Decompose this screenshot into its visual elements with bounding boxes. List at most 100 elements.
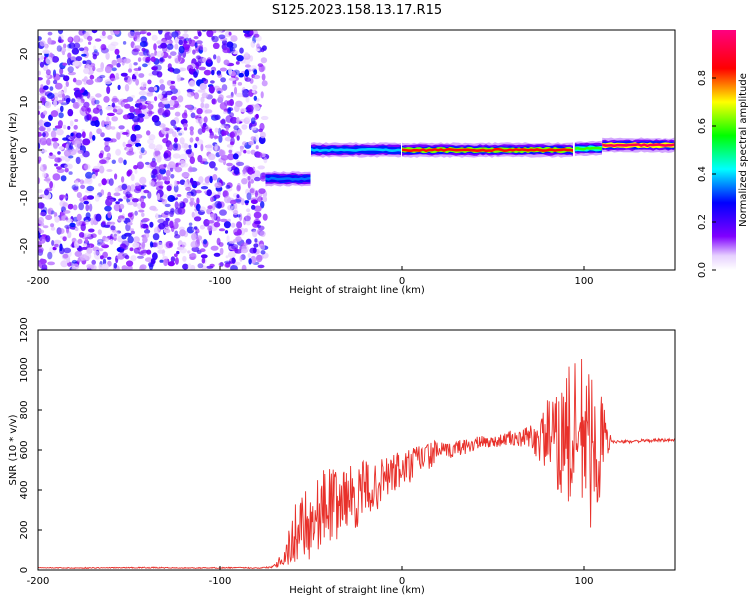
noise-blob <box>183 126 188 131</box>
noise-blob <box>209 128 213 134</box>
noise-blob <box>236 161 245 166</box>
noise-blob <box>159 181 164 186</box>
noise-blob <box>72 61 80 67</box>
noise-blob <box>116 108 124 114</box>
noise-blob <box>201 158 208 163</box>
noise-blob <box>207 205 213 210</box>
noise-blob <box>151 66 158 71</box>
y-tick-label: 400 <box>19 480 30 499</box>
noise-blob <box>193 181 201 186</box>
noise-blob <box>174 180 178 187</box>
noise-blob <box>122 131 129 135</box>
noise-blob <box>67 47 71 51</box>
colorbar-tick-label: 0.0 <box>697 262 708 278</box>
noise-blob <box>122 114 130 120</box>
noise-blob <box>248 141 254 146</box>
noise-blob <box>218 127 222 136</box>
noise-blob <box>83 163 91 170</box>
noise-blob <box>65 217 69 221</box>
noise-blob <box>219 247 224 255</box>
noise-blob <box>170 95 178 101</box>
noise-blob <box>101 120 106 128</box>
noise-blob <box>60 260 69 268</box>
noise-blob <box>211 98 217 105</box>
noise-blob <box>195 40 203 45</box>
noise-blob <box>197 128 203 135</box>
noise-blob <box>64 224 71 229</box>
noise-blob <box>262 196 268 203</box>
noise-blob <box>261 45 267 51</box>
noise-blob <box>257 196 263 203</box>
noise-blob <box>99 108 103 116</box>
noise-blob <box>253 243 259 248</box>
noise-blob <box>174 43 179 50</box>
noise-blob <box>168 161 176 169</box>
noise-blob <box>141 47 146 52</box>
noise-blob <box>124 232 132 237</box>
noise-blob <box>174 36 179 44</box>
snr-x-label: Height of straight line (km) <box>289 585 425 596</box>
noise-blob <box>236 214 241 218</box>
noise-blob <box>166 185 172 192</box>
noise-blob <box>257 63 264 67</box>
noise-blob <box>191 232 197 241</box>
noise-blob <box>195 203 201 212</box>
noise-blob <box>240 147 244 153</box>
noise-blob <box>241 244 249 253</box>
noise-blob <box>250 149 256 155</box>
noise-blob <box>133 165 138 170</box>
noise-blob <box>148 134 156 141</box>
noise-blob <box>147 103 154 110</box>
noise-blob <box>188 80 196 87</box>
noise-blob <box>193 36 199 40</box>
noise-blob <box>144 229 151 234</box>
noise-blob <box>148 180 155 187</box>
noise-blob <box>234 249 242 254</box>
figure-title: S125.2023.158.13.17.R15 <box>272 3 442 18</box>
noise-blob <box>118 198 123 202</box>
noise-blob <box>116 132 121 140</box>
noise-blob <box>246 150 251 155</box>
snr-frame <box>37 329 676 571</box>
noise-blob <box>194 143 198 149</box>
noise-blob <box>104 66 112 74</box>
noise-blob <box>84 114 90 122</box>
noise-blob <box>42 49 50 54</box>
noise-blob <box>88 228 95 233</box>
noise-blob <box>82 138 91 146</box>
noise-blob <box>249 247 256 254</box>
noise-blob <box>124 77 129 81</box>
noise-blob <box>189 253 196 257</box>
noise-blob <box>62 253 69 259</box>
noise-blob <box>156 155 162 163</box>
noise-blob <box>193 92 199 100</box>
noise-blob <box>208 85 215 94</box>
noise-blob <box>197 31 202 37</box>
noise-blob <box>88 96 96 102</box>
noise-blob <box>60 175 67 182</box>
noise-blob <box>48 154 57 160</box>
noise-blob <box>136 161 144 170</box>
y-tick-label: 1200 <box>19 317 30 342</box>
noise-blob <box>206 57 212 64</box>
noise-blob <box>94 78 101 83</box>
noise-blob <box>213 252 221 257</box>
noise-blob <box>68 71 76 76</box>
noise-blob <box>219 102 228 110</box>
noise-blob <box>199 83 207 90</box>
noise-blob <box>71 98 76 104</box>
noise-blob <box>260 91 264 99</box>
noise-blob <box>203 116 208 123</box>
x-tick-label: -100 <box>209 276 232 287</box>
noise-blob <box>118 157 124 164</box>
noise-blob <box>92 51 100 57</box>
noise-blob <box>54 163 58 167</box>
noise-blob <box>140 201 146 209</box>
noise-blob <box>72 77 77 83</box>
noise-blob <box>163 258 169 267</box>
noise-blob <box>174 230 178 236</box>
noise-blob <box>87 107 91 113</box>
noise-blob <box>156 192 161 201</box>
noise-blob <box>179 202 185 209</box>
noise-blob <box>60 105 64 113</box>
